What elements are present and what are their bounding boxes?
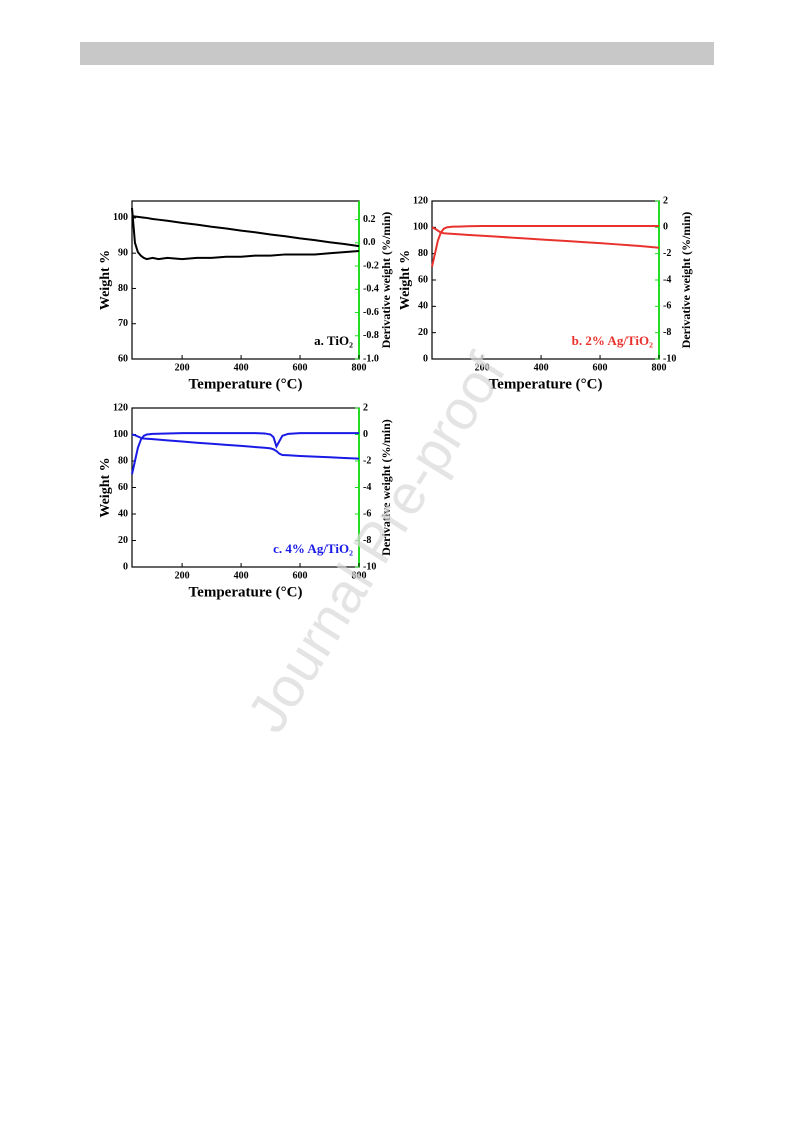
data-line bbox=[131, 207, 360, 261]
x-tick-label: 200 bbox=[175, 362, 190, 373]
y-tick-label: 80 bbox=[118, 283, 128, 294]
x-axis-label: Temperature (°C) bbox=[189, 376, 303, 392]
y2-tick-label: -4 bbox=[663, 274, 671, 285]
y2-tick-label: -2 bbox=[363, 455, 371, 466]
x-tick-label: 800 bbox=[652, 362, 667, 373]
annotation: a. TiO₂ bbox=[314, 333, 353, 348]
y2-axis-label: Derivative weight (%/min) bbox=[679, 212, 693, 349]
y2-tick-label: -0.8 bbox=[363, 330, 379, 341]
y-axis-label: Weight % bbox=[98, 250, 113, 310]
y-tick-label: 40 bbox=[418, 301, 428, 312]
y-tick-label: 90 bbox=[118, 247, 128, 258]
data-line bbox=[431, 225, 659, 268]
x-tick-label: 800 bbox=[352, 362, 367, 373]
y-tick-label: 80 bbox=[418, 248, 428, 259]
y-tick-label: 100 bbox=[413, 222, 428, 233]
x-axis-label: Temperature (°C) bbox=[489, 376, 603, 392]
y-tick-label: 100 bbox=[113, 429, 128, 440]
y2-tick-label: -0.4 bbox=[363, 284, 379, 295]
y-axis-label: Weight % bbox=[98, 457, 113, 517]
y-tick-label: 80 bbox=[118, 455, 128, 466]
y2-tick-label: -0.6 bbox=[363, 307, 379, 318]
x-tick-label: 200 bbox=[175, 570, 190, 581]
y-tick-label: 100 bbox=[113, 212, 128, 223]
y-tick-label: 0 bbox=[423, 353, 428, 364]
y2-tick-label: 0 bbox=[663, 222, 668, 233]
y2-tick-label: -10 bbox=[663, 353, 676, 364]
x-tick-label: 400 bbox=[534, 362, 549, 373]
data-line bbox=[131, 215, 360, 248]
y2-axis-label: Derivative weight (%/min) bbox=[379, 212, 393, 349]
x-tick-label: 800 bbox=[352, 570, 367, 581]
y-tick-label: 20 bbox=[118, 535, 128, 546]
y-tick-label: 20 bbox=[418, 327, 428, 338]
x-tick-label: 400 bbox=[234, 362, 249, 373]
data-line bbox=[131, 433, 360, 460]
y2-tick-label: 2 bbox=[663, 195, 668, 206]
y-tick-label: 120 bbox=[113, 402, 128, 413]
y2-tick-label: -0.2 bbox=[363, 260, 379, 271]
y2-tick-label: 0.0 bbox=[363, 237, 376, 248]
y2-tick-label: -1.0 bbox=[363, 353, 379, 364]
y2-tick-label: -2 bbox=[663, 248, 671, 259]
y-axis-label: Weight % bbox=[398, 250, 413, 310]
x-tick-label: 200 bbox=[475, 362, 490, 373]
y2-tick-label: -8 bbox=[363, 535, 371, 546]
y2-tick-label: -10 bbox=[363, 561, 376, 572]
y2-tick-label: 0 bbox=[363, 429, 368, 440]
y-tick-label: 60 bbox=[418, 274, 428, 285]
y2-axis-label: Derivative weight (%/min) bbox=[379, 419, 393, 556]
x-tick-label: 600 bbox=[293, 362, 308, 373]
y2-tick-label: -4 bbox=[363, 482, 371, 493]
y2-tick-label: 2 bbox=[363, 402, 368, 413]
data-line bbox=[431, 226, 660, 249]
annotation: c. 4% Ag/TiO₂ bbox=[273, 541, 353, 556]
header-bar bbox=[80, 42, 714, 65]
y2-tick-label: -8 bbox=[663, 327, 671, 338]
y-tick-label: 60 bbox=[118, 482, 128, 493]
y-tick-label: 70 bbox=[118, 318, 128, 329]
y2-tick-label: -6 bbox=[663, 301, 671, 312]
y-tick-label: 120 bbox=[413, 195, 428, 206]
y-tick-label: 60 bbox=[118, 353, 128, 364]
x-axis-label: Temperature (°C) bbox=[189, 584, 303, 600]
y2-tick-label: 0.2 bbox=[363, 214, 376, 225]
x-tick-label: 400 bbox=[234, 570, 249, 581]
y-tick-label: 0 bbox=[123, 561, 128, 572]
y2-tick-label: -6 bbox=[363, 508, 371, 519]
y-tick-label: 40 bbox=[118, 508, 128, 519]
x-tick-label: 600 bbox=[593, 362, 608, 373]
x-tick-label: 600 bbox=[293, 570, 308, 581]
annotation: b. 2% Ag/TiO₂ bbox=[572, 333, 653, 348]
data-line bbox=[131, 432, 359, 475]
